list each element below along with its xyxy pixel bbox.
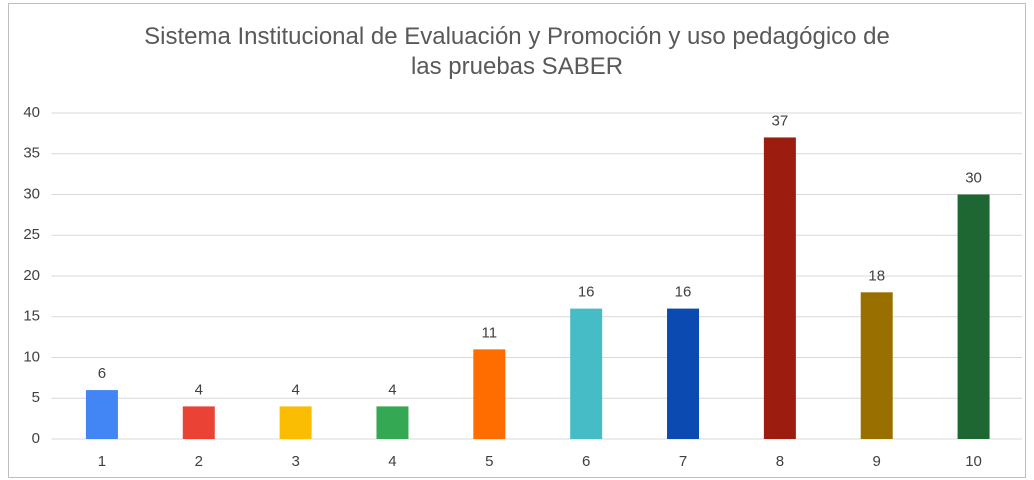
data-label: 11	[482, 324, 498, 341]
y-tick-label: 30	[23, 185, 40, 202]
y-tick-label: 10	[23, 348, 40, 365]
bar	[376, 406, 409, 439]
bar	[570, 308, 603, 439]
x-tick-label: 5	[485, 453, 493, 470]
data-label: 16	[675, 284, 692, 301]
x-tick-label: 2	[195, 453, 203, 470]
bar	[667, 308, 700, 439]
x-tick-label: 4	[388, 453, 396, 470]
y-tick-label: 20	[23, 267, 40, 284]
x-tick-label: 8	[776, 453, 784, 470]
data-label: 4	[195, 381, 203, 398]
bar	[85, 390, 118, 439]
y-tick-label: 40	[23, 104, 40, 121]
y-tick-label: 0	[32, 430, 40, 447]
y-tick-label: 25	[23, 226, 40, 243]
bar	[860, 292, 893, 439]
x-tick-label: 7	[679, 453, 687, 470]
data-label: 16	[578, 284, 595, 301]
chart-title: Sistema Institucional de Evaluación y Pr…	[144, 23, 890, 80]
x-tick-label: 1	[98, 453, 106, 470]
bar	[279, 406, 312, 439]
data-label: 6	[98, 365, 106, 382]
x-tick-label: 3	[291, 453, 299, 470]
data-label: 4	[388, 381, 396, 398]
y-tick-label: 5	[32, 389, 40, 406]
bar	[182, 406, 215, 439]
x-tick-label: 6	[582, 453, 590, 470]
bar	[763, 137, 796, 439]
x-tick-label: 10	[965, 453, 982, 470]
y-tick-label: 35	[23, 145, 40, 162]
x-tick-label: 9	[873, 453, 881, 470]
bar	[957, 194, 990, 439]
data-label: 4	[291, 381, 299, 398]
data-label: 37	[772, 112, 789, 129]
data-label: 30	[965, 169, 982, 186]
data-label: 18	[868, 267, 885, 284]
bar	[473, 349, 506, 439]
y-tick-label: 15	[23, 308, 40, 325]
